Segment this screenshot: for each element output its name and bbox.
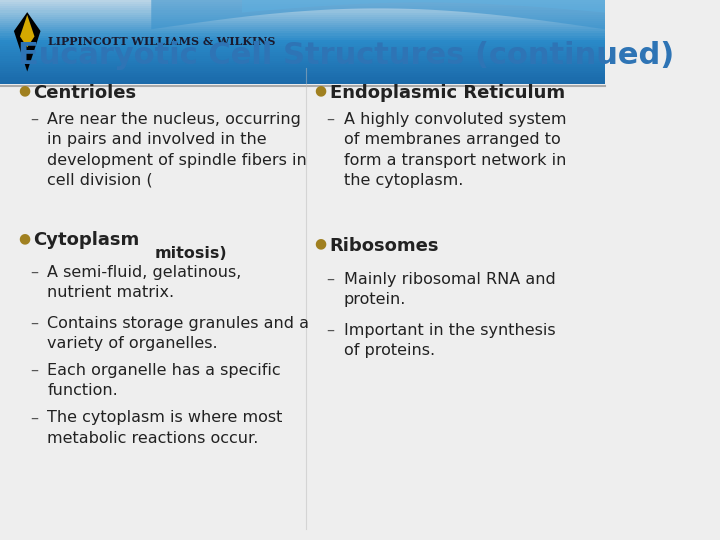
Text: Cytoplasm: Cytoplasm <box>33 231 140 249</box>
FancyBboxPatch shape <box>0 0 605 2</box>
Text: Mainly ribosomal RNA and
protein.: Mainly ribosomal RNA and protein. <box>343 272 555 307</box>
FancyBboxPatch shape <box>0 21 605 23</box>
FancyBboxPatch shape <box>0 48 605 50</box>
FancyBboxPatch shape <box>0 27 605 29</box>
Text: ●: ● <box>18 84 30 98</box>
FancyBboxPatch shape <box>0 60 605 63</box>
FancyBboxPatch shape <box>0 6 605 8</box>
FancyBboxPatch shape <box>0 42 605 44</box>
Text: –: – <box>30 265 38 280</box>
FancyBboxPatch shape <box>0 33 605 36</box>
Text: ●: ● <box>18 231 30 245</box>
Text: –: – <box>327 112 335 127</box>
FancyBboxPatch shape <box>0 31 605 33</box>
Polygon shape <box>14 12 40 71</box>
Polygon shape <box>20 15 35 47</box>
Text: The cytoplasm is where most
metabolic reactions occur.: The cytoplasm is where most metabolic re… <box>48 410 282 446</box>
FancyBboxPatch shape <box>0 57 605 59</box>
Text: –: – <box>30 363 38 378</box>
FancyBboxPatch shape <box>0 59 605 60</box>
FancyBboxPatch shape <box>0 15 605 17</box>
Text: –: – <box>327 323 335 338</box>
FancyBboxPatch shape <box>0 29 605 31</box>
Text: ●: ● <box>315 84 327 98</box>
Text: Centrioles: Centrioles <box>33 84 136 102</box>
FancyBboxPatch shape <box>0 55 605 57</box>
FancyBboxPatch shape <box>0 73 605 76</box>
Text: Ribosomes: Ribosomes <box>330 237 439 254</box>
FancyBboxPatch shape <box>0 69 605 71</box>
Text: –: – <box>327 272 335 287</box>
FancyBboxPatch shape <box>0 40 605 42</box>
FancyBboxPatch shape <box>0 36 605 38</box>
Text: ●: ● <box>315 237 327 251</box>
FancyBboxPatch shape <box>0 44 605 46</box>
Text: A semi-fluid, gelatinous,
nutrient matrix.: A semi-fluid, gelatinous, nutrient matri… <box>48 265 242 300</box>
Text: Contains storage granules and a
variety of organelles.: Contains storage granules and a variety … <box>48 316 309 352</box>
Text: A highly convoluted system
of membranes arranged to
form a transport network in
: A highly convoluted system of membranes … <box>343 112 566 188</box>
Polygon shape <box>151 0 605 29</box>
Text: Are near the nucleus, occurring
in pairs and involved in the
development of spin: Are near the nucleus, occurring in pairs… <box>48 112 307 188</box>
Text: –: – <box>30 316 38 331</box>
Polygon shape <box>242 0 605 12</box>
FancyBboxPatch shape <box>0 2 605 4</box>
FancyBboxPatch shape <box>0 19 605 21</box>
FancyBboxPatch shape <box>0 8 605 10</box>
FancyBboxPatch shape <box>0 65 605 67</box>
FancyBboxPatch shape <box>0 25 605 27</box>
FancyBboxPatch shape <box>0 71 605 73</box>
FancyBboxPatch shape <box>0 17 605 19</box>
FancyBboxPatch shape <box>0 4 605 6</box>
Text: mitosis): mitosis) <box>155 246 228 261</box>
Text: Endoplasmic Reticulum: Endoplasmic Reticulum <box>330 84 565 102</box>
FancyBboxPatch shape <box>0 10 605 12</box>
FancyBboxPatch shape <box>0 52 605 55</box>
FancyBboxPatch shape <box>0 46 605 48</box>
FancyBboxPatch shape <box>0 76 605 77</box>
FancyBboxPatch shape <box>0 23 605 25</box>
FancyBboxPatch shape <box>0 50 605 52</box>
Text: Each organelle has a specific
function.: Each organelle has a specific function. <box>48 363 281 399</box>
Text: –: – <box>30 410 38 426</box>
FancyBboxPatch shape <box>0 77 605 79</box>
FancyBboxPatch shape <box>0 12 605 15</box>
FancyBboxPatch shape <box>0 82 605 84</box>
Text: Important in the synthesis
of proteins.: Important in the synthesis of proteins. <box>343 323 555 359</box>
Text: LIPPINCOTT WILLIAMS & WILKINS: LIPPINCOTT WILLIAMS & WILKINS <box>48 36 276 48</box>
Text: –: – <box>30 112 38 127</box>
FancyBboxPatch shape <box>0 63 605 65</box>
FancyBboxPatch shape <box>0 79 605 82</box>
Text: Eucaryotic Cell Structures (continued): Eucaryotic Cell Structures (continued) <box>18 40 675 70</box>
FancyBboxPatch shape <box>0 38 605 40</box>
FancyBboxPatch shape <box>0 67 605 69</box>
